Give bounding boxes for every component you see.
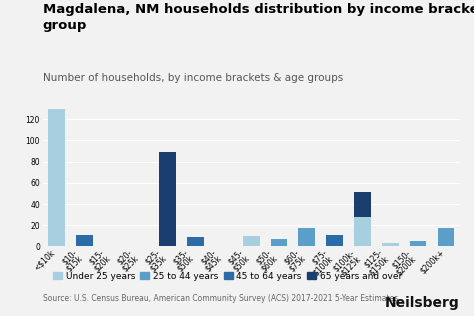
Bar: [159, 152, 176, 246]
Text: Neilsberg: Neilsberg: [385, 296, 460, 310]
Bar: [243, 236, 260, 246]
Bar: [410, 241, 427, 246]
Bar: [382, 243, 399, 246]
Text: Magdalena, NM households distribution by income bracket and age
group: Magdalena, NM households distribution by…: [43, 3, 474, 32]
Bar: [354, 192, 371, 217]
Text: Source: U.S. Census Bureau, American Community Survey (ACS) 2017-2021 5-Year Est: Source: U.S. Census Bureau, American Com…: [43, 295, 398, 303]
Bar: [187, 237, 204, 246]
Bar: [326, 235, 343, 246]
Bar: [76, 235, 93, 246]
Bar: [299, 228, 315, 246]
Legend: Under 25 years, 25 to 44 years, 45 to 64 years, 65 years and over: Under 25 years, 25 to 44 years, 45 to 64…: [49, 268, 406, 285]
Bar: [271, 239, 287, 246]
Text: Number of households, by income brackets & age groups: Number of households, by income brackets…: [43, 73, 343, 83]
Bar: [438, 228, 454, 246]
Bar: [354, 217, 371, 246]
Bar: [48, 109, 65, 246]
